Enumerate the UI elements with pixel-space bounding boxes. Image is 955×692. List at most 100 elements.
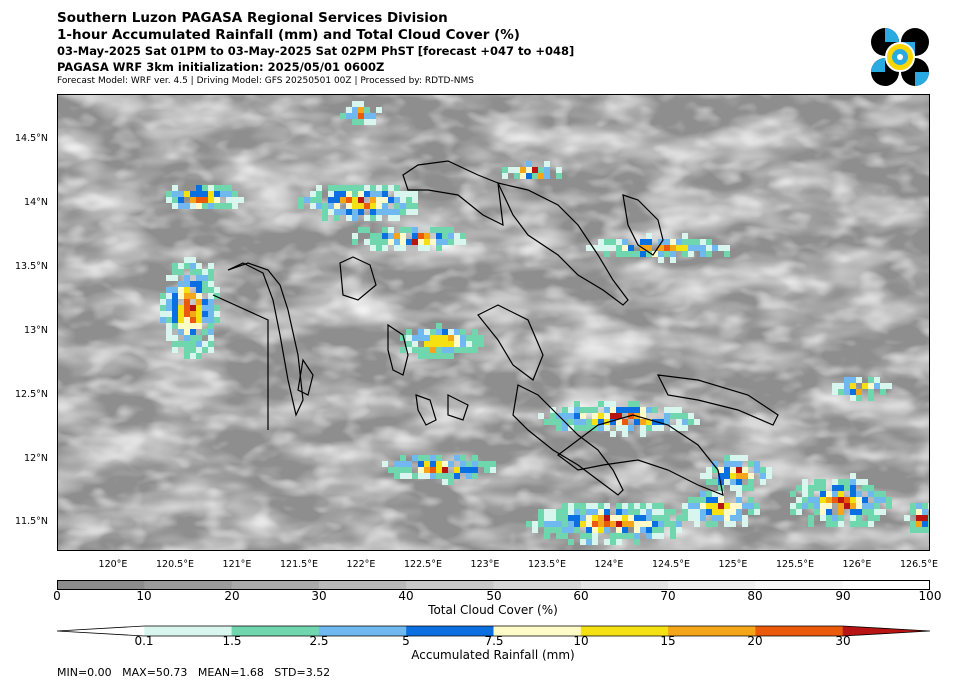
rain-colorbar-segment (668, 626, 756, 636)
rainfall-cell (874, 377, 880, 383)
rainfall-cell (694, 503, 700, 509)
rainfall-cell (640, 407, 646, 413)
rainfall-cell (802, 491, 808, 497)
rainfall-cell (376, 209, 382, 215)
title-line-1: Southern Luzon PAGASA Regional Services … (57, 10, 448, 26)
rainfall-cell (640, 413, 646, 419)
rainfall-cell (592, 539, 598, 545)
rainfall-cell (694, 509, 700, 515)
rain-colorbar-segment (580, 626, 669, 636)
rainfall-cell (208, 269, 214, 275)
rainfall-cell (616, 425, 622, 431)
rainfall-cell (358, 119, 364, 125)
rainfall-cell (604, 521, 610, 527)
rainfall-cell (868, 491, 874, 497)
rainfall-cell (388, 227, 394, 233)
lon-label: 125°E (718, 559, 748, 570)
rainfall-cell (754, 461, 760, 467)
rainfall-cell (550, 515, 556, 521)
rainfall-cell (682, 251, 688, 257)
cloud-colorbar-segment (318, 580, 407, 590)
rainfall-cell (808, 497, 814, 503)
rainfall-cell (838, 389, 844, 395)
rainfall-cell (460, 347, 466, 353)
rainfall-cell (604, 527, 610, 533)
rainfall-cell (322, 203, 328, 209)
rainfall-cell (646, 515, 652, 521)
rainfall-cell (172, 341, 178, 347)
rainfall-cell (466, 347, 472, 353)
rainfall-cell (544, 521, 550, 527)
lat-label: 13°N (24, 325, 48, 336)
rainfall-cell (742, 473, 748, 479)
rainfall-cell (376, 245, 382, 251)
rainfall-cell (724, 473, 730, 479)
rain-tick: 7.5 (484, 634, 504, 648)
rainfall-cell (352, 119, 358, 125)
rainfall-cell (382, 191, 388, 197)
rainfall-cell (622, 527, 628, 533)
rainfall-cell (532, 167, 538, 173)
rainfall-cell (916, 515, 922, 521)
rainfall-cell (568, 515, 574, 521)
rainfall-cell (826, 497, 832, 503)
rainfall-cell (436, 461, 442, 467)
rainfall-cell (352, 107, 358, 113)
rainfall-cell (628, 509, 634, 515)
rainfall-cell (394, 197, 400, 203)
rainfall-cell (442, 467, 448, 473)
rainfall-cell (874, 383, 880, 389)
rainfall-cell (568, 503, 574, 509)
rainfall-cell (406, 197, 412, 203)
rainfall-cell (382, 197, 388, 203)
rainfall-cell (208, 341, 214, 347)
rainfall-cell (634, 521, 640, 527)
rainfall-cell (352, 233, 358, 239)
rainfall-cell (424, 329, 430, 335)
rainfall-cell (208, 263, 214, 269)
rainfall-cell (664, 413, 670, 419)
rainfall-cell (838, 503, 844, 509)
rainfall-cell (400, 203, 406, 209)
rainfall-cell (646, 245, 652, 251)
rainfall-cell (712, 497, 718, 503)
rainfall-cell (208, 311, 214, 317)
rainfall-cell (694, 245, 700, 251)
rainfall-cell (646, 425, 652, 431)
rainfall-cell (670, 509, 676, 515)
rainfall-cell (748, 473, 754, 479)
rainfall-cell (604, 515, 610, 521)
rainfall-cell (868, 395, 874, 401)
rainfall-cell (484, 461, 490, 467)
rainfall-cell (160, 311, 166, 317)
rainfall-cell (670, 527, 676, 533)
rainfall-cell (844, 377, 850, 383)
rainfall-cell (196, 269, 202, 275)
rainfall-cell (604, 251, 610, 257)
rainfall-cell (358, 101, 364, 107)
rainfall-cell (628, 407, 634, 413)
rainfall-cell (622, 407, 628, 413)
rainfall-cell (202, 317, 208, 323)
rainfall-cell (742, 485, 748, 491)
lon-label: 120.5°E (156, 559, 194, 570)
rainfall-cell (586, 419, 592, 425)
rainfall-cell (190, 317, 196, 323)
rainfall-cell (472, 329, 478, 335)
rainfall-cell (796, 485, 802, 491)
rainfall-cell (838, 383, 844, 389)
rainfall-cell (652, 521, 658, 527)
rainfall-cell (820, 485, 826, 491)
rainfall-cell (688, 413, 694, 419)
rainfall-cell (406, 347, 412, 353)
rainfall-cell (580, 419, 586, 425)
rainfall-cell (928, 527, 929, 533)
rainfall-cell (700, 515, 706, 521)
cloud-colorbar-segment (406, 580, 494, 590)
rainfall-cell (376, 233, 382, 239)
rainfall-cell (172, 203, 178, 209)
cloud-colorbar-segment (493, 580, 582, 590)
rainfall-cell (838, 509, 844, 515)
lat-label: 13.5°N (14, 261, 48, 272)
cloud-tick: 50 (486, 589, 502, 603)
